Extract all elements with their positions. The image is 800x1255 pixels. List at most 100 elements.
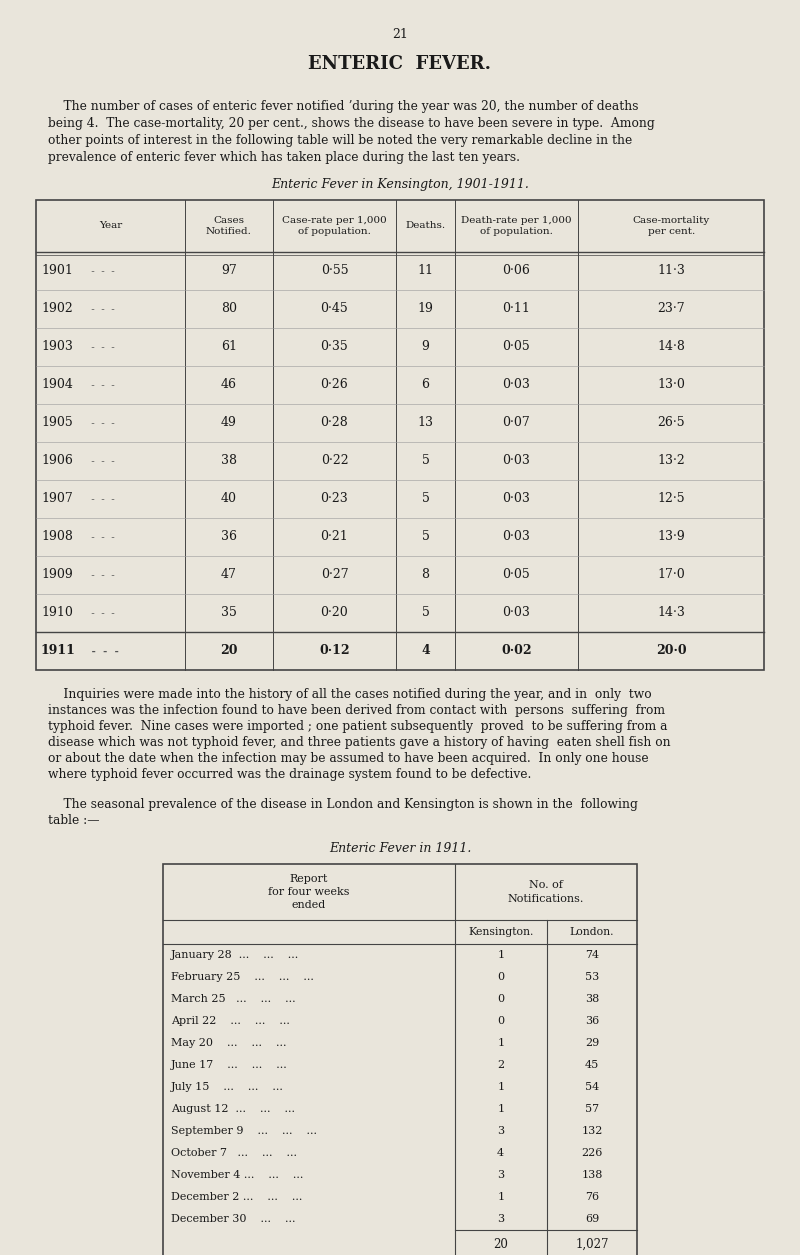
Text: July 15    ...    ...    ...: July 15 ... ... ... (171, 1082, 284, 1092)
Text: 35: 35 (221, 606, 237, 620)
Text: 14·8: 14·8 (658, 340, 685, 354)
Text: 0·03: 0·03 (502, 492, 530, 506)
Text: December 30    ...    ...: December 30 ... ... (171, 1214, 295, 1224)
Text: 13: 13 (418, 417, 434, 429)
Text: 1: 1 (497, 1038, 504, 1048)
Text: 1901: 1901 (41, 265, 73, 277)
Text: 21: 21 (392, 28, 408, 41)
Text: December 2 ...    ...    ...: December 2 ... ... ... (171, 1192, 302, 1202)
Text: -  -  -: - - - (88, 380, 114, 389)
Text: 14·3: 14·3 (658, 606, 685, 620)
Text: 1: 1 (497, 1082, 504, 1092)
Text: January 28  ...    ...    ...: January 28 ... ... ... (171, 950, 299, 960)
Bar (163, 863, 637, 1255)
Text: 0·35: 0·35 (321, 340, 348, 354)
Text: 0·03: 0·03 (502, 606, 530, 620)
Text: Case-mortality
per cent.: Case-mortality per cent. (633, 216, 710, 236)
Text: -  -  -: - - - (88, 457, 114, 466)
Bar (36, 200, 764, 670)
Text: 1903: 1903 (41, 340, 73, 354)
Text: 6: 6 (422, 379, 430, 392)
Text: Year: Year (99, 221, 122, 231)
Text: 0·12: 0·12 (319, 645, 350, 658)
Text: 1907: 1907 (41, 492, 73, 506)
Text: 26·5: 26·5 (658, 417, 685, 429)
Text: 69: 69 (585, 1214, 599, 1224)
Text: 5: 5 (422, 454, 430, 468)
Text: 0·21: 0·21 (321, 531, 348, 543)
Text: 138: 138 (582, 1170, 602, 1180)
Text: 23·7: 23·7 (658, 302, 685, 315)
Text: 12·5: 12·5 (658, 492, 685, 506)
Text: 1910: 1910 (41, 606, 73, 620)
Text: 0: 0 (497, 973, 504, 981)
Text: 0·03: 0·03 (502, 531, 530, 543)
Text: 3: 3 (497, 1170, 504, 1180)
Text: table :—: table :— (48, 814, 99, 827)
Text: 20: 20 (494, 1237, 508, 1250)
Text: 0·07: 0·07 (502, 417, 530, 429)
Text: ENTERIC  FEVER.: ENTERIC FEVER. (309, 55, 491, 73)
Text: 1906: 1906 (41, 454, 73, 468)
Text: 57: 57 (585, 1104, 599, 1114)
Text: -  -  -: - - - (88, 494, 114, 503)
Text: disease which was not typhoid fever, and three patients gave a history of having: disease which was not typhoid fever, and… (48, 735, 670, 749)
Text: 0·03: 0·03 (502, 454, 530, 468)
Text: 0·55: 0·55 (321, 265, 348, 277)
Text: 4: 4 (497, 1148, 504, 1158)
Text: Inquiries were made into the history of all the cases notified during the year, : Inquiries were made into the history of … (48, 688, 652, 702)
Text: May 20    ...    ...    ...: May 20 ... ... ... (171, 1038, 286, 1048)
Text: 13·2: 13·2 (658, 454, 685, 468)
Text: 2: 2 (497, 1060, 504, 1071)
Text: 8: 8 (422, 569, 430, 581)
Text: 54: 54 (585, 1082, 599, 1092)
Text: June 17    ...    ...    ...: June 17 ... ... ... (171, 1060, 288, 1071)
Text: 49: 49 (221, 417, 237, 429)
Text: London.: London. (570, 927, 614, 937)
Text: prevalence of enteric fever which has taken place during the last ten years.: prevalence of enteric fever which has ta… (48, 151, 520, 164)
Text: where typhoid fever occurred was the drainage system found to be defective.: where typhoid fever occurred was the dra… (48, 768, 531, 781)
Text: 4: 4 (421, 645, 430, 658)
Text: 1902: 1902 (41, 302, 73, 315)
Text: October 7   ...    ...    ...: October 7 ... ... ... (171, 1148, 297, 1158)
Text: 0·06: 0·06 (502, 265, 530, 277)
Text: Report
for four weeks
ended: Report for four weeks ended (268, 873, 350, 910)
Text: 29: 29 (585, 1038, 599, 1048)
Text: 0·11: 0·11 (502, 302, 530, 315)
Text: 45: 45 (585, 1060, 599, 1071)
Text: 3: 3 (497, 1214, 504, 1224)
Text: 0: 0 (497, 994, 504, 1004)
Text: 1908: 1908 (41, 531, 73, 543)
Text: April 22    ...    ...    ...: April 22 ... ... ... (171, 1017, 290, 1027)
Text: 0·05: 0·05 (502, 569, 530, 581)
Text: 132: 132 (582, 1126, 602, 1136)
Text: 0·05: 0·05 (502, 340, 530, 354)
Text: 1: 1 (497, 950, 504, 960)
Text: 20·0: 20·0 (656, 645, 686, 658)
Text: being 4.  The case-mortality, 20 per cent., shows the disease to have been sever: being 4. The case-mortality, 20 per cent… (48, 117, 654, 131)
Text: August 12  ...    ...    ...: August 12 ... ... ... (171, 1104, 295, 1114)
Text: 0: 0 (497, 1017, 504, 1027)
Text: -  -  -: - - - (88, 305, 114, 314)
Text: 9: 9 (422, 340, 430, 354)
Text: -  -  -: - - - (88, 646, 119, 655)
Text: 74: 74 (585, 950, 599, 960)
Text: -  -  -: - - - (88, 418, 114, 428)
Text: 5: 5 (422, 606, 430, 620)
Text: 0·26: 0·26 (321, 379, 348, 392)
Text: 38: 38 (221, 454, 237, 468)
Text: 46: 46 (221, 379, 237, 392)
Text: -  -  -: - - - (88, 266, 114, 276)
Text: 0·22: 0·22 (321, 454, 348, 468)
Text: 0·27: 0·27 (321, 569, 348, 581)
Text: 1905: 1905 (41, 417, 73, 429)
Text: -  -  -: - - - (88, 571, 114, 580)
Text: Death-rate per 1,000
of population.: Death-rate per 1,000 of population. (461, 216, 572, 236)
Text: 0·45: 0·45 (321, 302, 348, 315)
Text: Enteric Fever in 1911.: Enteric Fever in 1911. (329, 842, 471, 855)
Text: 38: 38 (585, 994, 599, 1004)
Text: The number of cases of enteric fever notified ʼduring the year was 20, the numbe: The number of cases of enteric fever not… (48, 100, 638, 113)
Text: Kensington.: Kensington. (468, 927, 534, 937)
Text: typhoid fever.  Nine cases were imported ; one patient subsequently  proved  to : typhoid fever. Nine cases were imported … (48, 720, 667, 733)
Text: 5: 5 (422, 492, 430, 506)
